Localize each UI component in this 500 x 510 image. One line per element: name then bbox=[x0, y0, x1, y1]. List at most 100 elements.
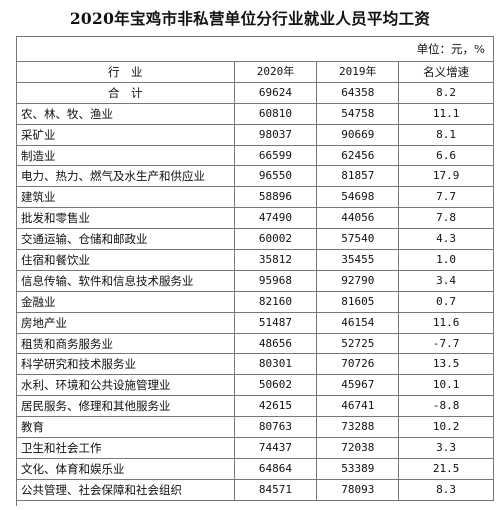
unit-row: 单位：元，% bbox=[17, 37, 494, 62]
wage-2019-cell: 90669 bbox=[317, 124, 400, 145]
wage-2020-cell: 64864 bbox=[235, 458, 318, 479]
growth-cell: 3.3 bbox=[399, 438, 494, 458]
growth-cell: -7.7 bbox=[399, 333, 494, 354]
wage-2020-cell: 95968 bbox=[235, 270, 318, 291]
wage-2019-cell: 54698 bbox=[317, 187, 400, 208]
industry-cell: 科学研究和技术服务业 bbox=[17, 354, 235, 375]
industry-cell: 住宿和餐饮业 bbox=[17, 250, 235, 270]
industry-cell: 交通运输、仓储和邮政业 bbox=[17, 229, 235, 250]
table-row: 采矿业 98037 90669 8.1 bbox=[17, 124, 494, 146]
wage-2020-cell: 51487 bbox=[235, 312, 318, 333]
wage-2019-cell: 92790 bbox=[317, 270, 400, 291]
table-title: 2020年宝鸡市非私营单位分行业就业人员平均工资 bbox=[69, 9, 431, 28]
wage-2020-cell: 58896 bbox=[235, 187, 318, 208]
table-row: 住宿和餐饮业 35812 35455 1.0 bbox=[17, 250, 494, 271]
table-row: 制造业 66599 62456 6.6 bbox=[17, 145, 494, 167]
table-row: 房地产业 51487 46154 11.6 bbox=[17, 312, 494, 334]
header-industry: 行 业 bbox=[17, 62, 235, 82]
growth-cell: 0.7 bbox=[399, 291, 494, 312]
wage-2020-cell: 48656 bbox=[235, 333, 318, 354]
industry-cell: 农、林、牧、渔业 bbox=[17, 103, 235, 124]
table-row: 建筑业 58896 54698 7.7 bbox=[17, 187, 494, 209]
growth-cell: 8.3 bbox=[399, 479, 494, 500]
table-row: 交通运输、仓储和邮政业 60002 57540 4.3 bbox=[17, 229, 494, 251]
header-2020: 2020年 bbox=[235, 62, 318, 82]
wage-2019-cell: 45967 bbox=[317, 375, 400, 396]
wage-2020-cell: 84571 bbox=[235, 479, 318, 500]
table-row: 教育 80763 73288 10.2 bbox=[17, 417, 494, 439]
growth-cell: 10.1 bbox=[399, 375, 494, 396]
industry-cell: 金融业 bbox=[17, 291, 235, 312]
header-growth: 名义增速 bbox=[399, 62, 494, 82]
table-row: 批发和零售业 47490 44056 7.8 bbox=[17, 208, 494, 230]
growth-cell: 10.2 bbox=[399, 417, 494, 438]
industry-cell: 建筑业 bbox=[17, 187, 235, 208]
wage-2020-cell: 60810 bbox=[235, 103, 318, 124]
wage-2020-cell: 50602 bbox=[235, 375, 318, 396]
industry-cell: 信息传输、软件和信息技术服务业 bbox=[17, 270, 235, 291]
growth-cell: 8.1 bbox=[399, 124, 494, 145]
growth-cell: 3.4 bbox=[399, 270, 494, 291]
industry-cell: 文化、体育和娱乐业 bbox=[17, 458, 235, 479]
wage-2020-cell: 60002 bbox=[235, 229, 318, 250]
wage-2020-cell: 35812 bbox=[235, 250, 318, 270]
table-row: 居民服务、修理和其他服务业 42615 46741 -8.8 bbox=[17, 396, 494, 418]
table-row: 信息传输、软件和信息技术服务业 95968 92790 3.4 bbox=[17, 270, 494, 292]
industry-cell: 批发和零售业 bbox=[17, 208, 235, 229]
industry-cell: 制造业 bbox=[17, 145, 235, 166]
growth-cell: 1.0 bbox=[399, 250, 494, 270]
table-row: 科学研究和技术服务业 80301 70726 13.5 bbox=[17, 354, 494, 376]
table-row: 公共管理、社会保障和社会组织 84571 78093 8.3 bbox=[17, 479, 494, 501]
wage-2020-cell: 98037 bbox=[235, 124, 318, 145]
wage-2019-cell: 81857 bbox=[317, 166, 400, 187]
industry-cell: 公共管理、社会保障和社会组织 bbox=[17, 479, 235, 500]
industry-cell: 教育 bbox=[17, 417, 235, 438]
growth-cell: 6.6 bbox=[399, 145, 494, 166]
wage-2019-cell: 46154 bbox=[317, 312, 400, 333]
wage-2019-cell: 54758 bbox=[317, 103, 400, 124]
wage-2019-cell: 46741 bbox=[317, 396, 400, 417]
growth-cell: 11.6 bbox=[399, 312, 494, 333]
growth-cell: 7.7 bbox=[399, 187, 494, 208]
wage-2019-cell: 64358 bbox=[317, 82, 400, 103]
wage-2020-cell: 74437 bbox=[235, 438, 318, 458]
wage-table: 单位：元，% 行 业 2020年 2019年 名义增速 合 计 69624 6435… bbox=[16, 36, 494, 506]
wage-2020-cell: 96550 bbox=[235, 166, 318, 187]
industry-cell: 租赁和商务服务业 bbox=[17, 333, 235, 354]
wage-2020-cell: 82160 bbox=[235, 291, 318, 312]
industry-cell: 水利、环境和公共设施管理业 bbox=[17, 375, 235, 396]
header-2019: 2019年 bbox=[317, 62, 400, 82]
wage-2019-cell: 57540 bbox=[317, 229, 400, 250]
wage-2019-cell: 73288 bbox=[317, 417, 400, 438]
industry-cell: 居民服务、修理和其他服务业 bbox=[17, 396, 235, 417]
wage-2020-cell: 80763 bbox=[235, 417, 318, 438]
table-row: 电力、热力、燃气及水生产和供应业 96550 81857 17.9 bbox=[17, 166, 494, 188]
growth-cell: 13.5 bbox=[399, 354, 494, 375]
growth-cell: 11.1 bbox=[399, 103, 494, 124]
industry-cell: 合 计 bbox=[17, 82, 235, 103]
wage-2019-cell: 81605 bbox=[317, 291, 400, 312]
wage-2019-cell: 62456 bbox=[317, 145, 400, 166]
growth-cell: 4.3 bbox=[399, 229, 494, 250]
wage-2019-cell: 52725 bbox=[317, 333, 400, 354]
table-row: 金融业 82160 81605 0.7 bbox=[17, 291, 494, 313]
industry-cell: 房地产业 bbox=[17, 312, 235, 333]
table-body: 合 计 69624 64358 8.2 农、林、牧、渔业 60810 54758 11.1 采矿… bbox=[17, 82, 494, 501]
table-row: 卫生和社会工作 74437 72038 3.3 bbox=[17, 438, 494, 459]
wage-2020-cell: 66599 bbox=[235, 145, 318, 166]
growth-cell: 17.9 bbox=[399, 166, 494, 187]
wage-2020-cell: 69624 bbox=[235, 82, 318, 103]
wage-2020-cell: 42615 bbox=[235, 396, 318, 417]
table-row: 文化、体育和娱乐业 64864 53389 21.5 bbox=[17, 458, 494, 480]
total-row: 合 计 69624 64358 8.2 bbox=[17, 82, 494, 104]
industry-cell: 卫生和社会工作 bbox=[17, 438, 235, 458]
wage-2019-cell: 35455 bbox=[317, 250, 400, 270]
wage-2019-cell: 53389 bbox=[317, 458, 400, 479]
header-row: 行 业 2020年 2019年 名义增速 bbox=[17, 62, 494, 83]
wage-2019-cell: 44056 bbox=[317, 208, 400, 229]
wage-2019-cell: 78093 bbox=[317, 479, 400, 500]
industry-cell: 采矿业 bbox=[17, 124, 235, 145]
growth-cell: -8.8 bbox=[399, 396, 494, 417]
table-row: 水利、环境和公共设施管理业 50602 45967 10.1 bbox=[17, 375, 494, 397]
growth-cell: 21.5 bbox=[399, 458, 494, 479]
